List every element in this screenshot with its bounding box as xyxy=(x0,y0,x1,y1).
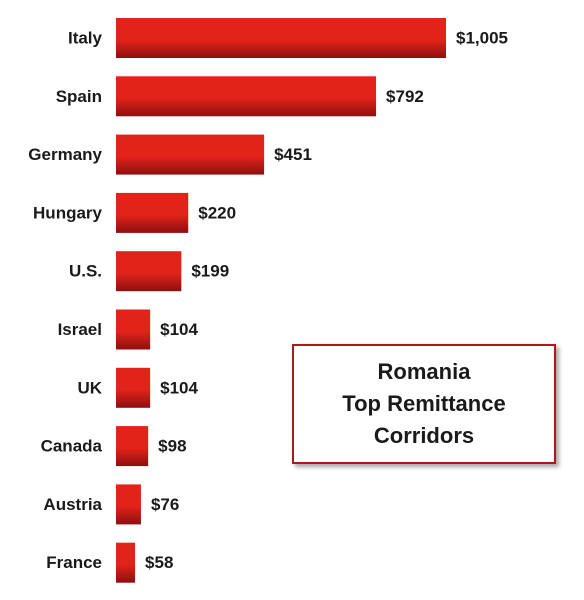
category-label: UK xyxy=(77,378,102,397)
bar xyxy=(116,134,265,175)
category-label: Austria xyxy=(43,495,102,514)
bar xyxy=(116,309,151,350)
bar xyxy=(116,18,446,58)
category-label: Canada xyxy=(41,437,103,456)
chart-title-box: Romania Top Remittance Corridors xyxy=(292,344,556,464)
chart-title-line-3: Corridors xyxy=(373,423,475,448)
category-label: Israel xyxy=(58,320,102,339)
category-label: Hungary xyxy=(33,203,103,222)
value-label: $1,005 xyxy=(456,29,508,48)
value-label: $104 xyxy=(160,378,198,397)
bar xyxy=(116,251,182,292)
value-label: $199 xyxy=(191,262,229,281)
value-label: $451 xyxy=(274,145,312,164)
bar xyxy=(116,76,377,117)
bar xyxy=(116,542,136,583)
category-label: U.S. xyxy=(69,262,102,281)
category-label: Germany xyxy=(28,145,102,164)
value-label: $104 xyxy=(160,320,198,339)
chart-title-line-1: Romania xyxy=(377,359,471,384)
bar xyxy=(116,367,151,408)
value-label: $76 xyxy=(151,495,179,514)
category-label: Spain xyxy=(56,87,102,106)
category-label: France xyxy=(46,553,102,572)
value-label: $220 xyxy=(198,203,236,222)
value-label: $58 xyxy=(145,553,173,572)
chart-title-line-2: Top Remittance xyxy=(342,391,506,416)
category-label: Italy xyxy=(68,29,103,48)
bar xyxy=(116,484,141,525)
bar xyxy=(116,192,189,233)
bars-layer: Italy $1,005 Spain $792 Germany $451 Hungary $2… xyxy=(28,18,508,583)
value-label: $98 xyxy=(158,437,186,456)
bar xyxy=(116,426,149,467)
value-label: $792 xyxy=(386,87,424,106)
